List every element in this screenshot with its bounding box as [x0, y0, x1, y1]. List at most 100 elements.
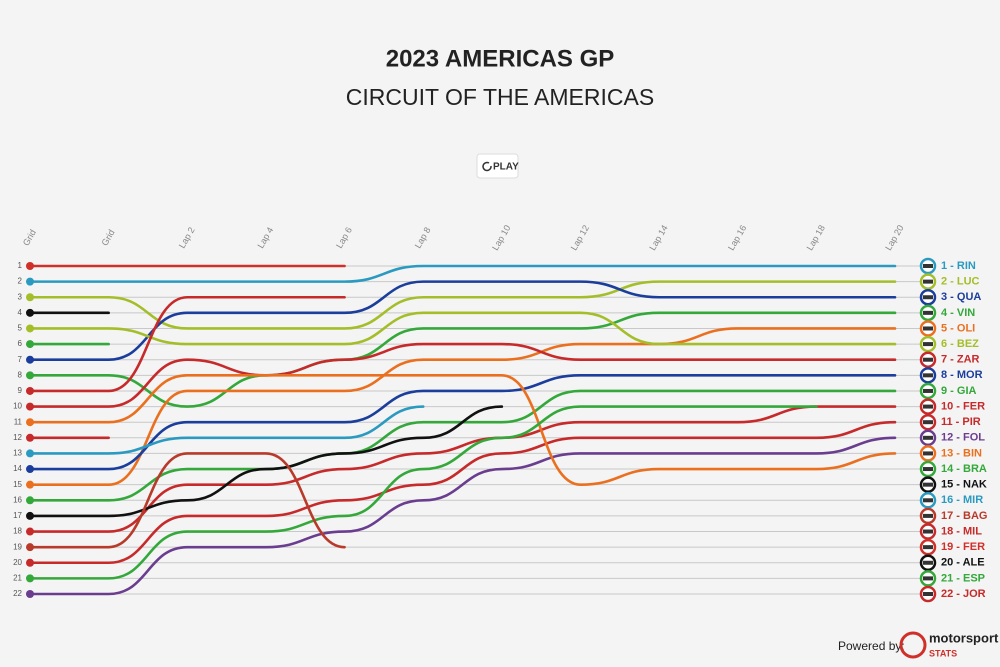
helmet-visor: [923, 420, 933, 425]
rider-label: 22 - JOR: [941, 588, 986, 600]
start-dot: [26, 371, 34, 380]
position-line: [28, 452, 346, 549]
start-dot: [26, 590, 34, 598]
y-tick-label: 3: [18, 292, 23, 301]
rider-label: 14 - BRA: [941, 463, 987, 475]
start-dot: [26, 527, 34, 536]
rider-label: 18 - MIL: [941, 525, 982, 537]
rider-label: 20 - ALE: [941, 557, 985, 569]
helmet-visor: [923, 388, 933, 393]
start-dot: [26, 340, 34, 349]
helmet-visor: [923, 576, 933, 581]
y-tick-label: 4: [18, 308, 23, 317]
helmet-visor: [923, 513, 933, 518]
rider-label: 15 - NAK: [941, 479, 987, 491]
y-tick-label: 10: [13, 402, 22, 411]
helmet-visor: [923, 310, 933, 315]
helmet-visor: [923, 373, 933, 378]
y-tick-label: 12: [13, 433, 22, 442]
helmet-visor: [923, 279, 933, 284]
start-dot: [26, 480, 34, 489]
rider-label: 11 - PIR: [941, 416, 981, 428]
position-line: [28, 280, 897, 362]
position-line: [28, 374, 897, 486]
play-button[interactable]: PLAY: [476, 153, 519, 179]
start-dot: [26, 511, 34, 520]
y-tick-label: 8: [18, 370, 23, 379]
position-line: [28, 280, 897, 330]
helmet-visor: [923, 435, 933, 440]
rider-label: 19 - FER: [941, 541, 985, 553]
start-dot: [26, 277, 34, 286]
rider-label: 8 - MOR: [941, 369, 983, 381]
start-dot: [26, 324, 34, 333]
position-line: [28, 264, 897, 283]
start-dot: [26, 543, 34, 552]
start-dot: [26, 402, 34, 411]
start-dot: [26, 574, 34, 583]
chart-title: 2023 AMERICAS GP: [386, 45, 615, 72]
rider-label: 4 - VIN: [941, 307, 975, 319]
y-tick-label: 7: [18, 355, 23, 364]
brand-name: motorsport: [929, 630, 999, 645]
rider-label: 21 - ESP: [941, 572, 985, 584]
position-line: [28, 405, 425, 455]
position-line: [28, 420, 897, 565]
rider-label: 1 - RIN: [941, 260, 976, 272]
y-tick-label: 13: [13, 449, 22, 458]
chart-subtitle: CIRCUIT OF THE AMERICAS: [346, 84, 654, 110]
rider-label: 3 - QUA: [941, 291, 981, 303]
helmet-visor: [923, 482, 933, 487]
rider-label: 9 - GIA: [941, 385, 977, 397]
play-button-box[interactable]: [476, 153, 519, 179]
play-label[interactable]: PLAY: [493, 162, 519, 173]
y-tick-label: 19: [13, 542, 22, 551]
y-tick-label: 6: [18, 339, 23, 348]
rider-label: 16 - MIR: [941, 494, 983, 506]
y-tick-label: 16: [13, 495, 22, 504]
position-line: [28, 436, 897, 596]
helmet-visor: [923, 451, 933, 456]
y-tick-label: 9: [18, 386, 23, 395]
helmet-visor: [923, 326, 933, 331]
start-dot: [26, 433, 34, 442]
start-dot: [26, 449, 34, 458]
y-tick-label: 17: [13, 511, 22, 520]
helmet-visor: [923, 560, 933, 565]
y-tick-label: 20: [13, 558, 22, 567]
rider-label: 7 - ZAR: [941, 354, 980, 366]
helmet-visor: [923, 529, 933, 534]
start-dot: [26, 418, 34, 427]
helmet-visor: [923, 264, 933, 268]
helmet-visor: [923, 545, 933, 550]
y-tick-label: 1: [18, 261, 23, 270]
rider-label: 12 - FOL: [941, 432, 985, 444]
position-line: [28, 342, 897, 408]
y-tick-label: 21: [13, 573, 22, 582]
helmet-visor: [923, 357, 933, 362]
rider-label: 13 - BIN: [941, 447, 982, 459]
start-dot: [26, 262, 34, 270]
position-line: [28, 311, 897, 408]
helmet-visor: [923, 592, 933, 596]
start-dot: [26, 465, 34, 474]
start-dot: [26, 293, 34, 302]
y-tick-label: 15: [13, 480, 22, 489]
y-tick-label: 18: [13, 527, 22, 536]
position-line: [28, 311, 897, 346]
start-dot: [26, 386, 34, 395]
position-line: [28, 389, 897, 502]
start-dot: [26, 308, 34, 317]
position-line: [28, 405, 504, 518]
rider-label: 6 - BEZ: [941, 338, 979, 350]
y-tick-label: 2: [18, 277, 23, 286]
rider-label: 2 - LUC: [941, 276, 980, 288]
y-tick-label: 11: [14, 417, 23, 426]
start-dot: [26, 496, 34, 505]
helmet-visor: [923, 467, 933, 472]
helmet-visor: [923, 342, 933, 347]
y-tick-label: 22: [13, 589, 22, 598]
brand-logo: [899, 631, 927, 659]
